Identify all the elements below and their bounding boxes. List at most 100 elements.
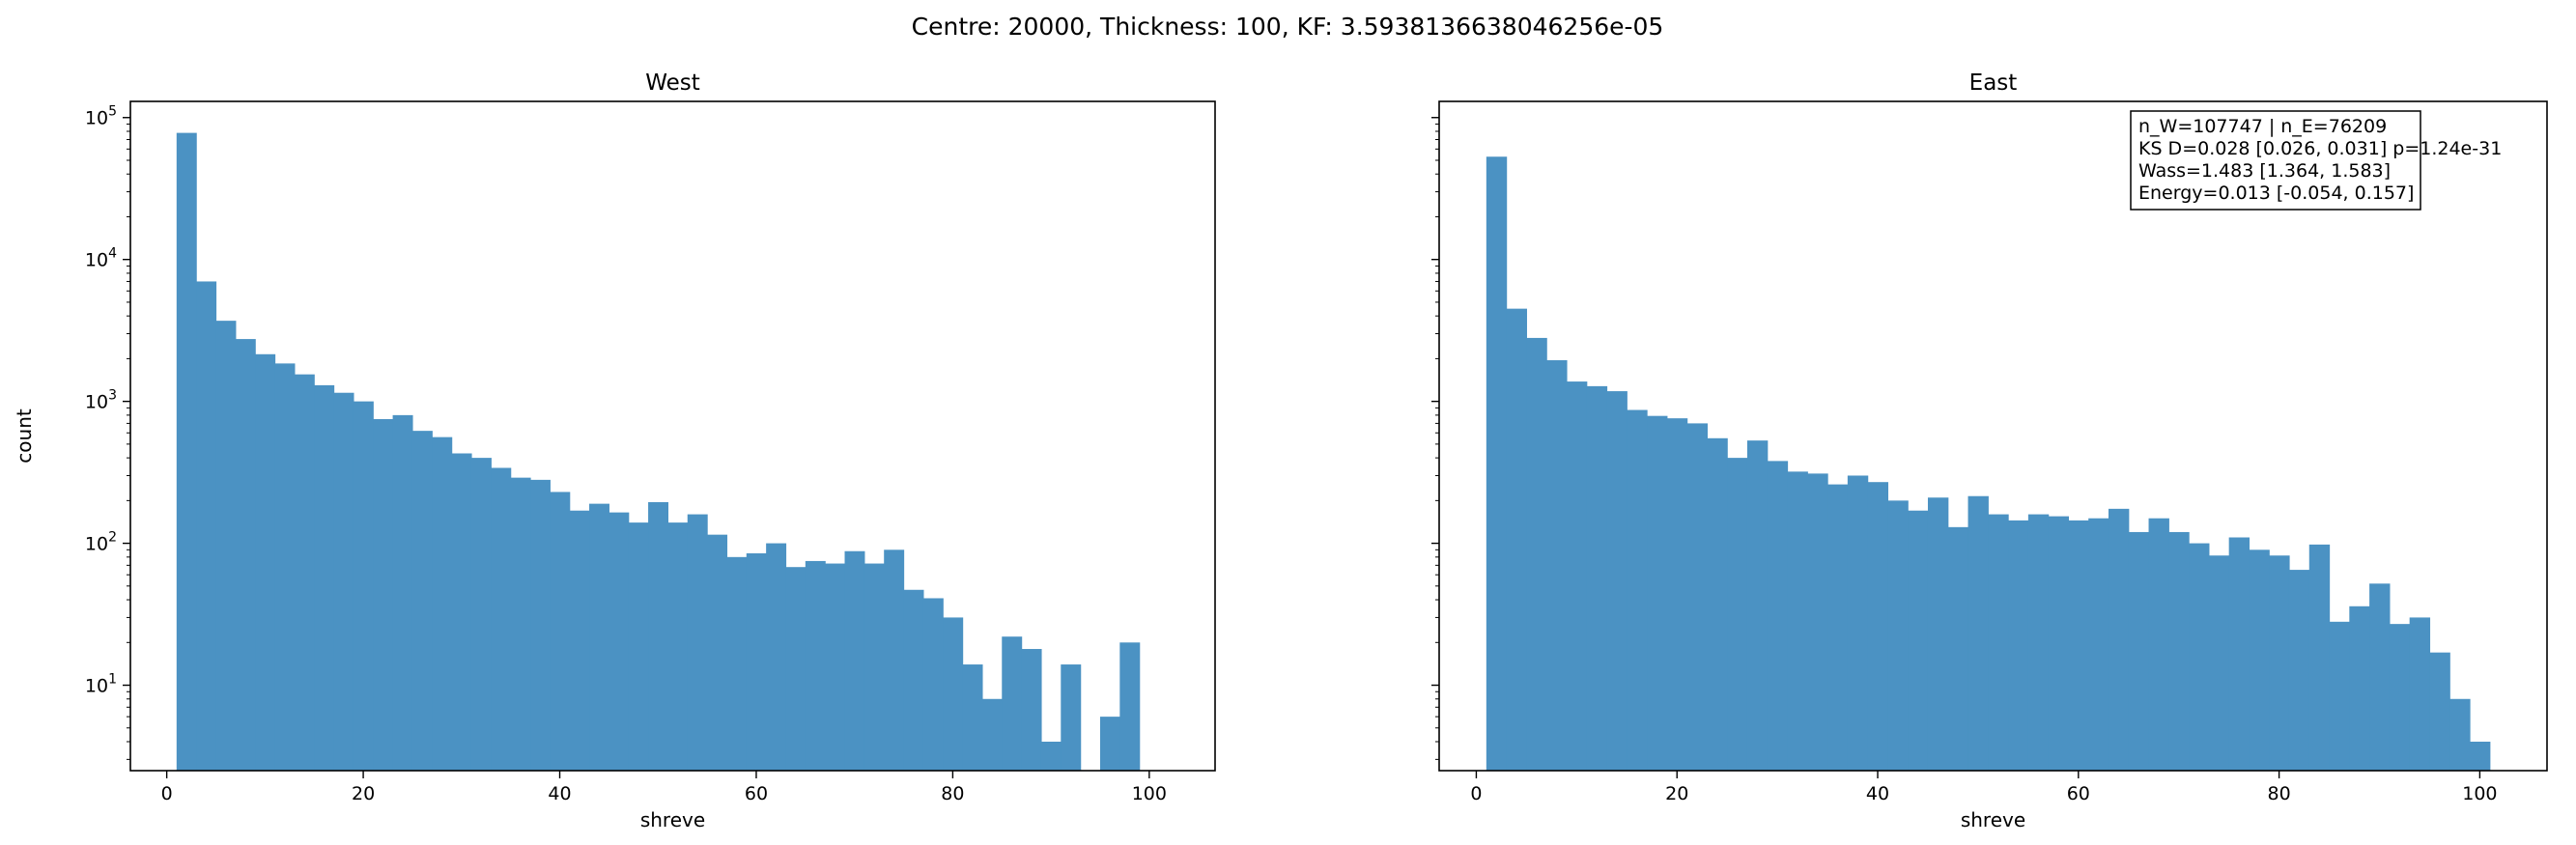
west-axes-frame: [129, 100, 1216, 772]
west-bar: [805, 560, 826, 771]
west-bar: [766, 543, 787, 771]
west-bar: [609, 512, 630, 771]
west-bar: [411, 431, 433, 771]
west-bar: [451, 453, 472, 771]
west-bar: [943, 617, 964, 771]
east-bar: [1566, 381, 1588, 771]
west-bar: [353, 401, 374, 771]
west-bar: [373, 418, 394, 771]
east-bar: [2148, 518, 2169, 771]
east-bar: [1988, 514, 2009, 771]
east-bar: [2369, 583, 2391, 771]
west-x-tick-label: 100: [1132, 783, 1167, 804]
east-x-axis-label: shreve: [1961, 808, 2025, 831]
west-panel: West 0 20 40 60 80 100 shreve 101 102 103 104 105 cou…: [13, 70, 1216, 831]
east-bar: [2208, 555, 2230, 771]
west-bar: [569, 510, 590, 771]
west-bar: [530, 479, 551, 771]
east-title: East: [1969, 70, 2018, 96]
west-x-tick-label: 80: [941, 783, 964, 804]
west-y-tick-label: 105: [85, 104, 117, 129]
east-bar: [2470, 742, 2491, 771]
east-bar: [2048, 516, 2070, 771]
east-bar: [1847, 475, 1869, 771]
west-x-tick-label: 20: [352, 783, 375, 804]
east-bar: [2429, 652, 2450, 771]
west-bar: [432, 437, 453, 771]
west-bar: [884, 549, 905, 771]
east-bar: [2008, 520, 2029, 771]
west-bar: [863, 563, 885, 771]
west-bar: [785, 567, 807, 771]
east-bar: [2269, 555, 2290, 771]
east-bar: [2128, 531, 2150, 771]
east-bar: [1867, 482, 1889, 771]
east-bar: [2389, 624, 2411, 771]
stats-line-ks: KS D=0.028 [0.026, 0.031] p=1.24e-31: [2138, 138, 2502, 159]
figure-suptitle: Centre: 20000, Thickness: 100, KF: 3.593…: [912, 13, 1664, 41]
east-bar: [2449, 698, 2471, 771]
east-bar: [1807, 473, 1828, 771]
east-bar: [2349, 606, 2370, 771]
west-bar: [176, 132, 197, 772]
west-bar: [491, 467, 512, 771]
east-bar: [2108, 508, 2130, 771]
west-x-tick-label: 0: [161, 783, 173, 804]
west-bar: [333, 392, 354, 771]
stats-line-wass: Wass=1.483 [1.364, 1.583]: [2138, 160, 2391, 182]
east-bar: [2189, 543, 2210, 771]
west-x-tick-label: 60: [745, 783, 768, 804]
stats-box-frame: [2130, 110, 2421, 211]
west-bar: [825, 563, 846, 771]
west-bar: [196, 281, 217, 771]
west-y-tick-label: 104: [85, 246, 117, 271]
east-bar: [1727, 458, 1748, 771]
stats-line-counts: n_W=107747 | n_E=76209: [2138, 116, 2387, 137]
east-bar: [1908, 510, 1929, 771]
west-bar: [1021, 649, 1042, 771]
east-bars: [1486, 156, 2491, 771]
west-bar: [844, 550, 865, 771]
west-bar: [1002, 636, 1023, 771]
east-bar: [2228, 537, 2250, 771]
east-x-tick-label: 100: [2462, 783, 2497, 804]
west-bar: [707, 534, 728, 771]
east-bar: [1787, 471, 1808, 771]
east-bar: [1546, 360, 1568, 771]
west-bar: [981, 698, 1003, 771]
west-title: West: [645, 70, 700, 96]
west-bar: [667, 522, 689, 771]
west-bar: [274, 363, 296, 771]
west-bar: [235, 339, 256, 771]
east-bar: [1506, 308, 1527, 771]
east-bar: [1707, 437, 1728, 771]
east-bar: [2168, 531, 2190, 771]
east-bar: [1686, 423, 1708, 771]
east-bar: [2249, 549, 2270, 771]
west-bar: [628, 522, 649, 771]
east-bar: [1647, 415, 1668, 771]
east-bar: [1947, 526, 1969, 771]
east-bar: [1746, 440, 1769, 771]
east-bar: [2027, 514, 2050, 771]
west-bar: [589, 503, 609, 771]
west-bar: [746, 552, 767, 771]
west-bar: [922, 598, 944, 771]
east-x-tick-label: 80: [2268, 783, 2291, 804]
east-bar: [1927, 497, 1949, 771]
west-bar: [1099, 717, 1120, 771]
stats-annotation-box: n_W=107747 | n_E=76209 KS D=0.028 [0.026…: [2130, 110, 2502, 211]
east-panel: East 0 20 40 60 80 100 shreve: [1431, 70, 2548, 831]
west-bar: [1040, 742, 1062, 771]
west-bar: [215, 321, 237, 771]
west-bar: [510, 477, 531, 771]
stats-line-energy: Energy=0.013 [-0.054, 0.157]: [2138, 183, 2414, 204]
east-bar: [1606, 391, 1628, 771]
east-bar: [2088, 518, 2109, 771]
west-bar: [255, 353, 276, 771]
east-x-tick-label: 0: [1470, 783, 1482, 804]
east-bar: [2409, 617, 2431, 771]
west-bar: [687, 514, 708, 771]
west-x-axis-label: shreve: [640, 808, 705, 831]
